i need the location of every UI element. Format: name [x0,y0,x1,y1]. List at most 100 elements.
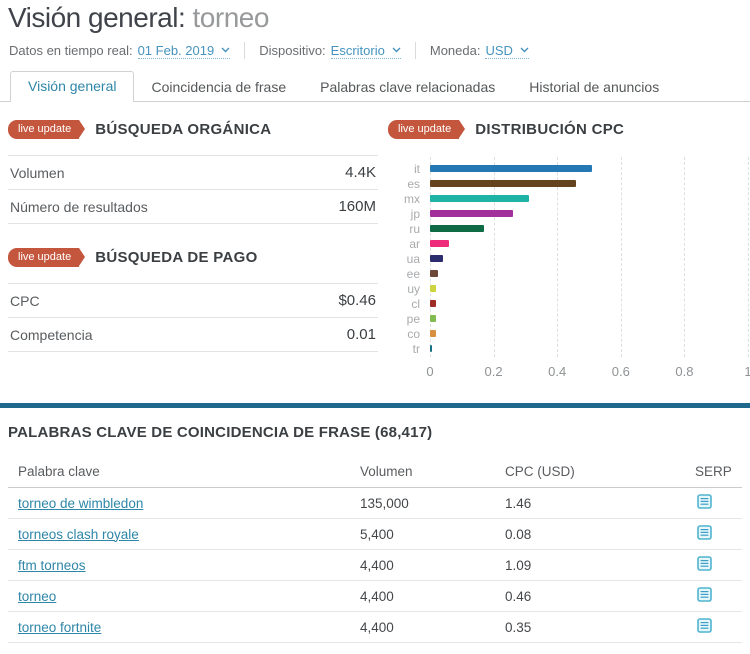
paid-search-header: live update BÚSQUEDA DE PAGO [8,248,378,267]
chart-category-label: it [414,161,420,176]
filter-bar: Datos en tiempo real: 01 Feb. 2019 Dispo… [9,42,742,59]
paid-search-title: BÚSQUEDA DE PAGO [95,249,258,266]
chart-gridline [748,157,749,357]
stat-label: Número de resultados [10,198,148,215]
chevron-down-icon [392,47,401,53]
chart-x-tick-label: 0.2 [484,364,503,379]
chevron-down-icon [520,47,529,53]
filter-currency-selector[interactable]: USD [485,42,529,59]
stat-value: 160M [338,198,376,215]
chart-category-label: ru [409,221,420,236]
keyword-link[interactable]: ftm torneos [18,557,86,573]
chevron-down-icon [221,47,230,53]
stat-value: 4.4K [345,164,376,181]
chart-bar-ar[interactable] [430,240,450,247]
filter-currency-label: Moneda: [429,43,481,58]
stat-row-numero-resultados: Número de resultados 160M [8,189,378,224]
tab-coincidencia-de-frase[interactable]: Coincidencia de frase [151,79,287,95]
live-update-badge: live update [8,120,86,139]
chart-bar-pe[interactable] [430,315,437,322]
chart-row-co: co [388,326,750,341]
serp-list-icon[interactable] [697,525,712,540]
serp-list-icon[interactable] [697,618,712,633]
chart-bar-ua[interactable] [430,255,443,262]
column-header-volumen: Volumen [360,464,413,479]
chart-bar-it[interactable] [430,165,593,172]
organic-search-block: live update BÚSQUEDA ORGÁNICA Volumen 4.… [8,120,378,224]
chart-row-es: es [388,176,750,191]
chart-row-pe: pe [388,311,750,326]
keyword-link[interactable]: torneo fortnite [18,619,102,635]
cpc-distribution-block: live update DISTRIBUCIÓN CPC it es mx jp ru a… [388,120,750,379]
stat-row-cpc: CPC $0.46 [8,283,378,317]
chart-row-tr: tr [388,341,750,356]
live-update-badge: live update [388,120,466,139]
filter-date-label: Datos en tiempo real: [9,43,133,58]
chart-category-label: mx [404,191,420,206]
cpc-distribution-header: live update DISTRIBUCIÓN CPC [388,120,750,139]
chart-row-it: it [388,161,750,176]
chart-x-tick-label: 0 [426,364,434,379]
tab-palabras-clave-relacionadas[interactable]: Palabras clave relacionadas [320,79,496,95]
keyword-volume: 4,400 [360,619,394,635]
chart-bar-uy[interactable] [430,285,437,292]
chart-bar-ru[interactable] [430,225,485,232]
keywords-table-body: torneo de wimbledon 135,000 1.46 torneos c… [8,488,742,643]
paid-search-block: live update BÚSQUEDA DE PAGO CPC $0.46 C… [8,248,378,352]
serp-list-icon[interactable] [697,494,712,509]
chart-category-label: cl [411,296,420,311]
chart-x-tick-label: 0.8 [675,364,694,379]
keyword-table-row: torneo fortnite 4,400 0.35 [8,612,742,643]
section-divider-bar [0,403,750,408]
stat-row-competencia: Competencia 0.01 [8,317,378,352]
filter-device-value: Escritorio [330,42,385,58]
filter-date-selector[interactable]: 01 Feb. 2019 [137,42,231,59]
tab-vision-general[interactable]: Visión general [10,71,135,102]
filter-currency-value: USD [485,42,513,58]
keyword-link[interactable]: torneo de wimbledon [18,495,144,511]
chart-bar-tr[interactable] [430,345,433,352]
chart-bar-ee[interactable] [430,270,438,277]
filter-date-value: 01 Feb. 2019 [137,42,215,58]
page-title-prefix: Visión general: [8,2,186,33]
keyword-volume: 5,400 [360,526,394,542]
chart-category-label: tr [412,341,420,356]
chart-row-cl: cl [388,296,750,311]
keyword-link[interactable]: torneo [18,588,57,604]
page-title: Visión general: torneo [8,2,269,34]
stat-row-volumen: Volumen 4.4K [8,155,378,189]
chart-bar-co[interactable] [430,330,437,337]
chart-row-ee: ee [388,266,750,281]
stat-value: $0.46 [338,292,376,309]
keyword-table-row: torneos clash royale 5,400 0.08 [8,519,742,550]
chart-bar-es[interactable] [430,180,577,187]
chart-category-label: ar [409,236,420,251]
keyword-link[interactable]: torneos clash royale [18,526,139,542]
stat-label: Volumen [10,164,65,181]
chart-x-tick-label: 0.4 [548,364,567,379]
keyword-table-row: torneo 4,400 0.46 [8,581,742,612]
keyword-cpc: 1.09 [505,557,532,573]
chart-gridline [684,157,686,357]
chart-bar-cl[interactable] [430,300,437,307]
tab-historial-de-anuncios[interactable]: Historial de anuncios [529,79,660,95]
chart-category-label: es [407,176,420,191]
organic-search-title: BÚSQUEDA ORGÁNICA [95,121,272,138]
filter-device-selector[interactable]: Escritorio [330,42,401,59]
chart-bar-mx[interactable] [430,195,529,202]
chart-gridline [493,157,495,357]
filter-separator [414,42,416,59]
chart-bar-jp[interactable] [430,210,513,217]
keyword-volume: 4,400 [360,588,394,604]
column-header-cpc: CPC (USD) [505,464,575,479]
serp-list-icon[interactable] [697,556,712,571]
serp-list-icon[interactable] [697,587,712,602]
keyword-serp-cell [687,618,742,636]
keywords-table-header: Palabra clave Volumen CPC (USD) SERP [8,456,742,488]
chart-gridline [620,157,622,357]
column-header-serp: SERP [695,464,732,479]
keyword-serp-cell [687,525,742,543]
report-tabs: Visión general Coincidencia de frase Pal… [0,71,750,102]
keyword-volume: 4,400 [360,557,394,573]
